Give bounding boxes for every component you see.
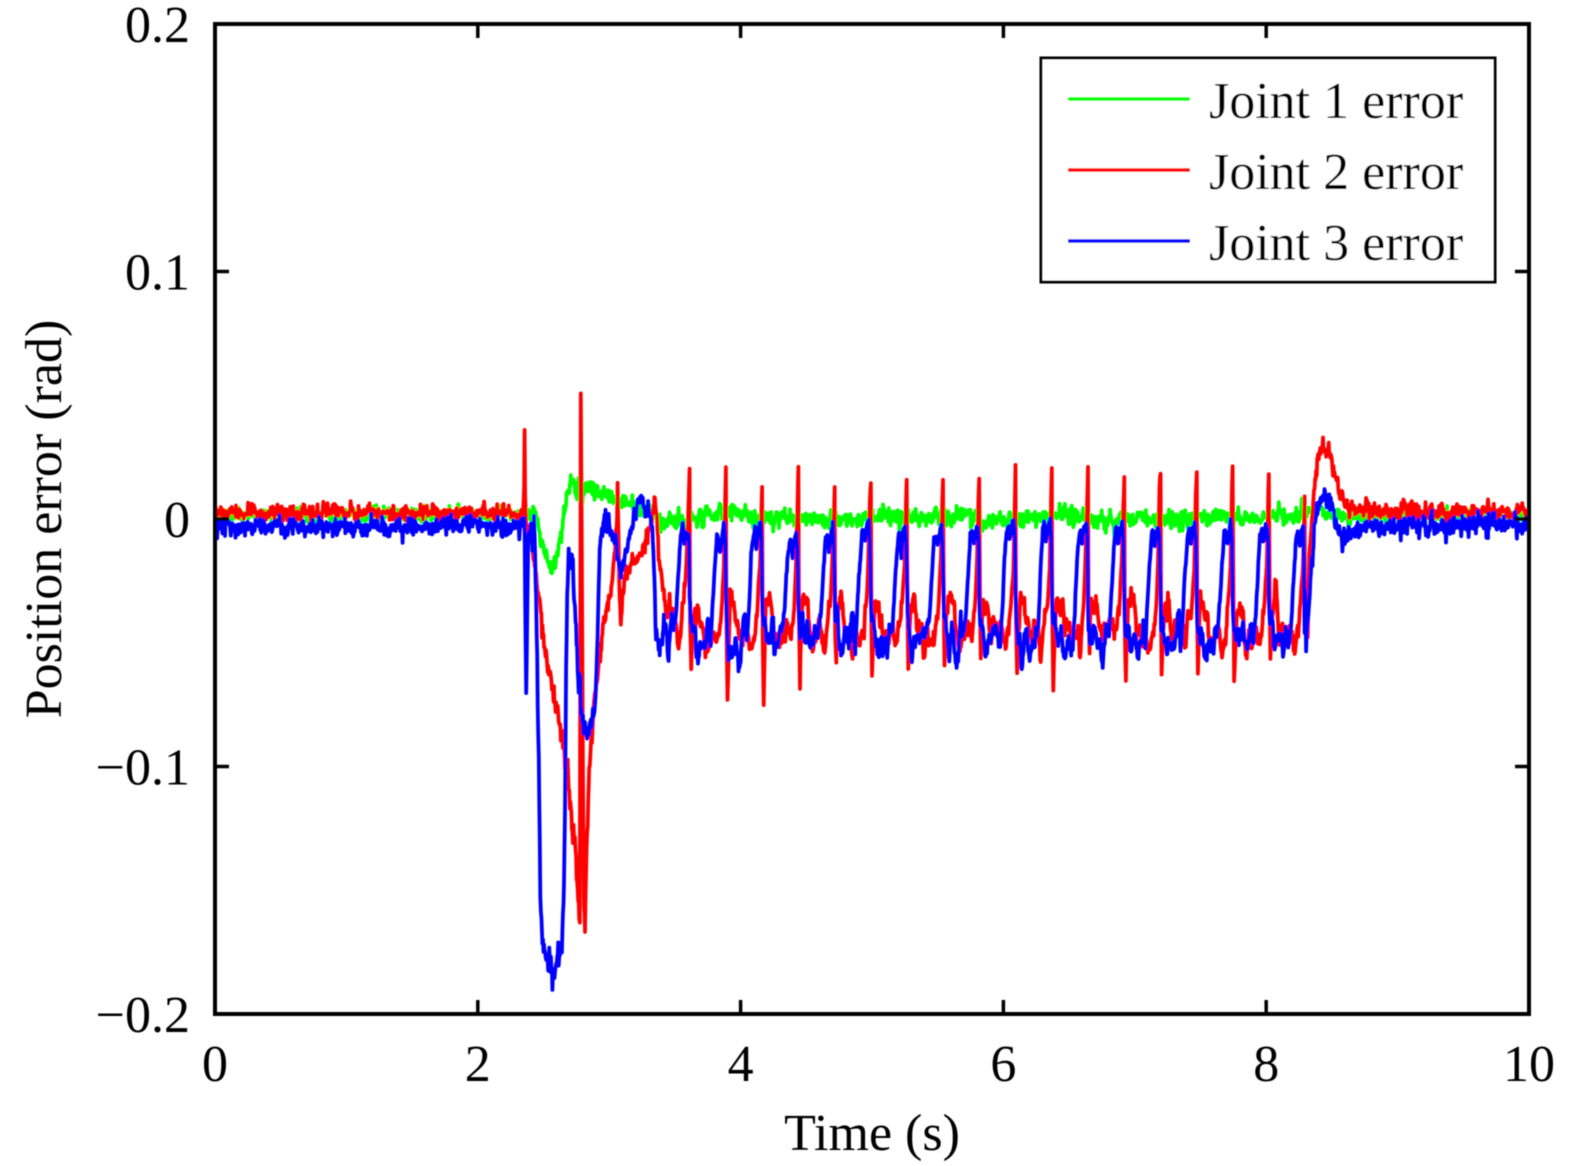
svg-text:−0.1: −0.1 xyxy=(96,740,190,797)
svg-text:8: 8 xyxy=(1253,1036,1279,1093)
svg-text:0: 0 xyxy=(164,492,190,549)
svg-text:0.2: 0.2 xyxy=(125,0,190,54)
svg-text:10: 10 xyxy=(1503,1036,1555,1093)
svg-text:4: 4 xyxy=(728,1036,754,1093)
svg-text:Joint 3 error: Joint 3 error xyxy=(1209,215,1463,272)
svg-text:0.1: 0.1 xyxy=(125,245,190,302)
svg-text:Position error (rad): Position error (rad) xyxy=(16,320,73,719)
svg-text:−0.2: −0.2 xyxy=(96,987,190,1044)
svg-text:0: 0 xyxy=(202,1036,228,1093)
svg-text:Time (s): Time (s) xyxy=(784,1105,960,1162)
svg-text:Joint 2 error: Joint 2 error xyxy=(1209,144,1463,201)
svg-text:6: 6 xyxy=(990,1036,1016,1093)
svg-text:2: 2 xyxy=(465,1036,491,1093)
svg-text:Joint 1 error: Joint 1 error xyxy=(1209,73,1463,130)
